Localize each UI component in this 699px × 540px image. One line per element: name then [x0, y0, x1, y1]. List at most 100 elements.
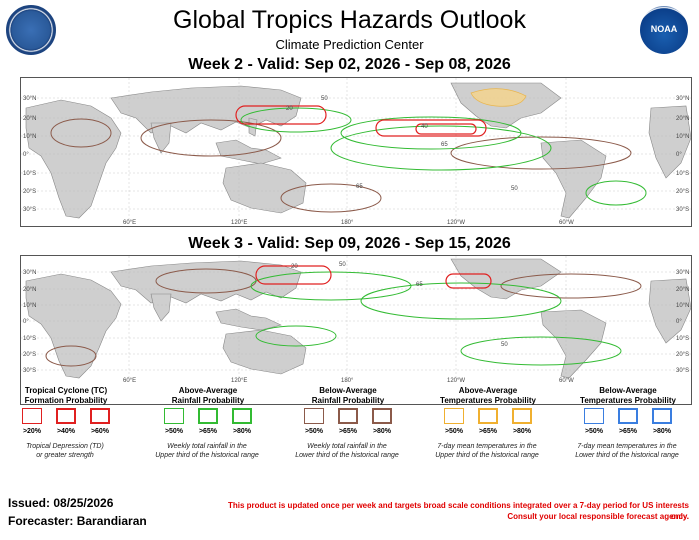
contour-label: 50 [321, 96, 328, 102]
lat-label: 10°N [23, 303, 36, 309]
legend-temp-above-title: Above-Average Temperatures Probability [440, 386, 536, 405]
lat-label: 30°S [23, 207, 36, 213]
contour-label: 50 [511, 186, 518, 192]
lat-label: 10°S [23, 171, 36, 177]
above-rain-contour-1 [240, 107, 352, 133]
tc-contour-1 [255, 265, 332, 285]
below-rain-contour-4 [50, 118, 112, 148]
australia-land [222, 162, 307, 214]
lat-label: 0° [23, 319, 29, 325]
week2-map-svg: 20 50 40 65 50 65 30°N 20°N 10°N 0° 10°S… [21, 78, 691, 226]
lon-label: 180° [341, 378, 354, 384]
contour-label: 65 [356, 184, 363, 190]
legend-temp-below-note: 7-day mean temperatures in the Lower thir… [575, 443, 679, 459]
legend-temp-above-level: >50% [444, 428, 464, 435]
lat-label: 30°N [676, 96, 689, 102]
lat-label: 20°N [676, 287, 689, 293]
lat-label: 10°N [23, 134, 36, 140]
lon-label: 120°E [231, 378, 247, 384]
lon-label: 120°W [447, 378, 465, 384]
lon-label: 120°W [447, 220, 465, 226]
legend-rain-above-title: Above-Average Rainfall Probability [171, 386, 245, 405]
week3-label: Week 3 - Valid: Sep 09, 2026 - Sep 15, 2… [188, 235, 511, 252]
legend-temp-above-level: >65% [478, 428, 498, 435]
south-america-land [540, 309, 607, 379]
africa-east-land [648, 105, 691, 179]
week2-map: 20 50 40 65 50 65 30°N 20°N 10°N 0° 10°S… [20, 77, 692, 227]
legend-rain-above-level: >65% [198, 428, 218, 435]
legend-rain-below-level: >65% [338, 428, 358, 435]
lat-label: 0° [676, 152, 682, 158]
contour-label: 65 [416, 282, 423, 288]
lon-label: 60°W [559, 220, 574, 226]
legend-rain-above-box-1 [164, 408, 184, 424]
week3-map: 20 50 65 50 30°N 20°N 10°N 0° 10°S 20°S … [20, 255, 692, 405]
legend-tc-box-2 [56, 408, 76, 424]
lat-label: 20°S [23, 189, 36, 195]
lon-label: 60°W [559, 378, 574, 384]
contour-label: 65 [441, 142, 448, 148]
tc-contour-2 [375, 119, 487, 137]
legend-tc-note: Tropical Depression (TD) or greater stren… [26, 443, 104, 459]
legend-rain-below-box-3 [372, 408, 392, 424]
disclaimer-line-2: Consult your local responsible forecast … [507, 512, 689, 521]
legend-temp-below-box-3 [652, 408, 672, 424]
lat-label: 30°N [23, 96, 36, 102]
lat-label: 20°N [676, 116, 689, 122]
lat-label: 20°S [23, 352, 36, 358]
below-rain-contour-3 [45, 345, 97, 367]
above-rain-contour-3 [460, 336, 622, 366]
above-rain-contour-4 [585, 180, 647, 206]
legend-tc-level: >20% [22, 428, 42, 435]
lat-label: 10°S [676, 171, 689, 177]
lat-label: 10°N [676, 303, 689, 309]
legend-tc-box-1 [22, 408, 42, 424]
below-rain-contour-2 [280, 183, 382, 213]
legend-rain-above-box-3 [232, 408, 252, 424]
lat-label: 30°S [676, 368, 689, 374]
australia-land [222, 329, 307, 375]
lat-label: 30°S [23, 368, 36, 374]
week2-label: Week 2 - Valid: Sep 02, 2026 - Sep 08, 2… [188, 56, 511, 73]
lon-label: 60°E [123, 378, 136, 384]
lat-label: 30°N [23, 270, 36, 276]
below-rain-contour-1 [140, 119, 282, 157]
tc-contour-3 [415, 123, 477, 135]
legend-rain-below-note: Weekly total rainfall in the Lower third … [295, 443, 399, 459]
india-land [150, 293, 172, 322]
africa-east-land [648, 278, 691, 344]
legend-rain-below-level: >80% [372, 428, 392, 435]
lon-label: 120°E [231, 220, 247, 226]
lat-label: 20°S [676, 352, 689, 358]
legend-tc-title: Tropical Cyclone (TC) Formation Probabili… [24, 386, 108, 405]
maritime-continent-land [215, 308, 282, 331]
legend-temp-above-box-2 [478, 408, 498, 424]
tc-contour-2 [445, 273, 492, 289]
legend-rain-below-title: Below-Average Rainfall Probability [311, 386, 385, 405]
contour-label: 50 [339, 262, 346, 268]
contour-label: 40 [421, 124, 428, 130]
legend-temp-below-level: >65% [618, 428, 638, 435]
legend-temp-above-box-3 [512, 408, 532, 424]
legend-temp-below-title: Below-Average Temperatures Probability [580, 386, 676, 405]
africa-land [25, 273, 122, 379]
legend-rain-above-box-2 [198, 408, 218, 424]
africa-land [25, 99, 122, 219]
tc-contour-1 [235, 105, 327, 125]
page-title: Global Tropics Hazards Outlook [173, 6, 526, 34]
above-rain-contour-2 [360, 282, 562, 320]
legend-rain-below-level: >50% [304, 428, 324, 435]
lon-label: 60°E [123, 220, 136, 226]
lat-label: 0° [23, 152, 29, 158]
lat-label: 20°N [23, 287, 36, 293]
lon-label: 180° [341, 220, 354, 226]
south-america-land [540, 139, 607, 219]
lat-label: 30°N [676, 270, 689, 276]
legend-temp-below-level: >50% [584, 428, 604, 435]
noaa-logo-text: NOAA [650, 24, 678, 34]
issued-date: Issued: 08/25/2026 [8, 496, 114, 510]
legend-temp-above-level: >80% [512, 428, 532, 435]
lat-label: 20°S [676, 189, 689, 195]
lat-label: 30°S [676, 207, 689, 213]
legend-rain-above-level: >50% [164, 428, 184, 435]
